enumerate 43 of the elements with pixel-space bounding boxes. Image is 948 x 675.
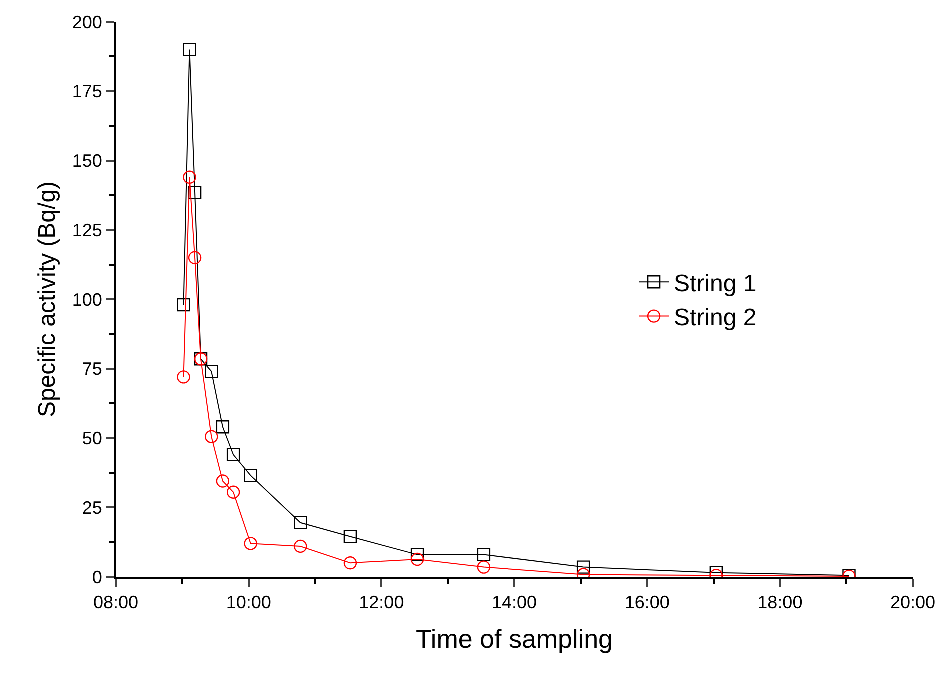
y-tick-label: 100	[72, 290, 102, 310]
point	[177, 298, 190, 312]
point	[294, 540, 308, 554]
x-tick-label: 18:00	[758, 592, 803, 613]
point	[477, 560, 491, 574]
point	[216, 474, 230, 488]
point	[183, 43, 196, 56]
point	[477, 548, 491, 562]
y-tick-label: 125	[72, 220, 102, 240]
x-tick-label: 14:00	[492, 592, 538, 613]
legend-label: String 1	[674, 270, 757, 298]
y-tick-label: 150	[72, 151, 102, 172]
point	[216, 420, 230, 434]
y-tick-label: 175	[72, 82, 102, 102]
point	[205, 365, 218, 378]
point	[226, 448, 240, 462]
point	[205, 430, 218, 444]
x-tick-label: 20:00	[890, 592, 936, 613]
point	[344, 530, 358, 544]
point	[576, 560, 590, 574]
x-tick-label: 12:00	[359, 592, 404, 613]
point	[294, 516, 308, 530]
point	[188, 186, 202, 200]
point	[410, 548, 424, 562]
y-tick-label: 200	[72, 12, 102, 32]
x-axis-title: Time of sampling	[416, 624, 613, 654]
point	[188, 251, 202, 264]
y-tick-label: 25	[82, 498, 102, 518]
y-tick-label: 75	[82, 359, 102, 380]
point	[226, 486, 240, 499]
y-axis-title: Specific activity (Bq/g)	[34, 181, 61, 418]
y-tick-label: 0	[92, 567, 102, 588]
point	[177, 370, 190, 384]
legend-label: String 2	[674, 304, 757, 332]
point	[183, 170, 196, 184]
point	[244, 537, 258, 550]
point	[344, 556, 358, 570]
x-tick-label: 10:00	[226, 592, 272, 613]
point	[410, 552, 424, 566]
x-tick-label: 08:00	[93, 592, 139, 613]
x-tick-label: 16:00	[624, 592, 670, 613]
point	[244, 469, 258, 482]
y-tick-label: 50	[82, 428, 102, 449]
